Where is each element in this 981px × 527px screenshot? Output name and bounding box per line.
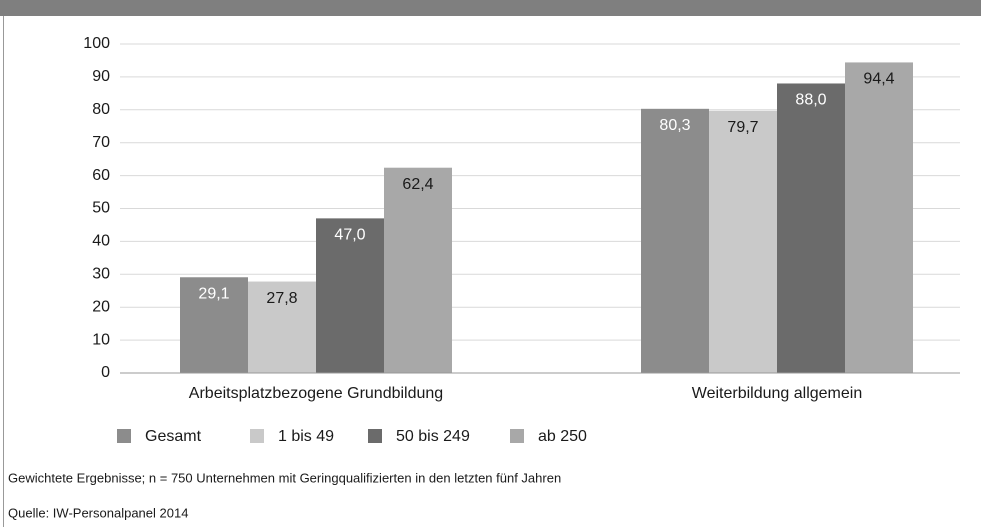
x-tick-label: Arbeitsplatzbezogene Grundbildung [189,385,443,402]
note: Gewichtete Ergebnisse; n = 750 Unternehm… [8,470,561,485]
y-tick-label: 80 [92,101,110,118]
y-tick-label: 90 [92,68,110,85]
bar [248,281,316,373]
data-label: 79,7 [727,119,758,136]
y-tick-label: 30 [92,266,110,283]
data-label: 94,4 [863,71,894,88]
bar [641,108,709,374]
data-label: 27,8 [266,290,297,307]
y-tick-label: 40 [92,233,110,250]
bar [777,83,845,373]
y-tick-label: 20 [92,298,110,315]
data-label: 80,3 [659,117,690,134]
y-tick-label: 100 [83,35,110,52]
y-tick-label: 70 [92,134,110,151]
data-label: 62,4 [402,176,433,193]
legend-label: ab 250 [538,428,587,445]
note: Quelle: IW-Personalpanel 2014 [8,505,188,520]
legend-label: 50 bis 249 [396,428,470,445]
legend-swatch [250,429,264,443]
data-label: 88,0 [795,92,826,109]
data-label: 29,1 [198,285,229,302]
legend-label: Gesamt [145,428,202,445]
bar [180,277,248,373]
x-tick-label: Weiterbildung allgemein [692,385,862,402]
y-tick-label: 10 [92,331,110,348]
bar [384,167,452,373]
bar [709,110,777,374]
data-label: 47,0 [334,227,365,244]
y-tick-label: 0 [101,364,110,381]
y-tick-label: 50 [92,200,110,217]
bar [316,218,384,373]
legend-label: 1 bis 49 [278,428,334,445]
bar [845,62,913,373]
legend-swatch [117,429,131,443]
header-bar [0,0,981,16]
legend-swatch [510,429,524,443]
y-tick-label: 60 [92,167,110,184]
legend-swatch [368,429,382,443]
